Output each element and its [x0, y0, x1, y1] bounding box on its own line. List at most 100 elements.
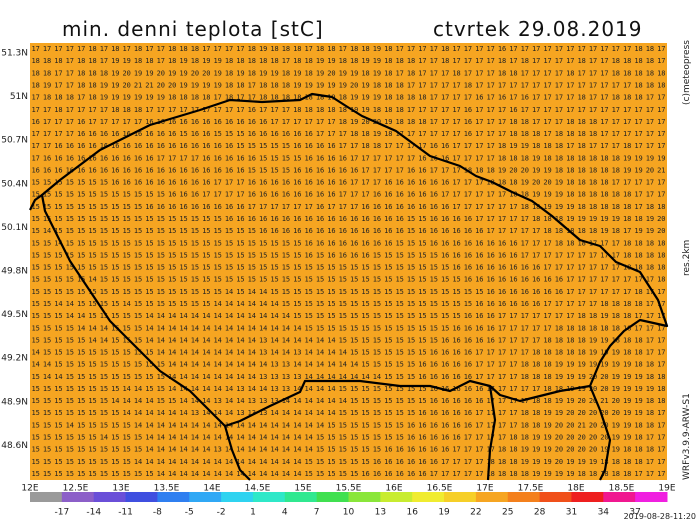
- grid-value: 18: [589, 179, 597, 187]
- grid-value: 15: [77, 203, 85, 211]
- grid-value: 17: [486, 421, 494, 429]
- grid-value: 16: [430, 361, 438, 369]
- grid-value: 18: [600, 203, 608, 211]
- grid-value: 18: [600, 154, 608, 162]
- grid-value: 14: [259, 288, 267, 296]
- grid-value: 17: [464, 446, 472, 454]
- grid-value: 16: [464, 349, 472, 357]
- grid-value: 19: [350, 94, 358, 102]
- map-title: min. denni teplota [stC]: [62, 17, 324, 41]
- grid-value: 17: [316, 118, 324, 126]
- grid-value: 15: [213, 215, 221, 223]
- grid-value: 16: [77, 154, 85, 162]
- grid-value: 17: [646, 179, 654, 187]
- grid-value: 17: [464, 57, 472, 65]
- grid-value: 15: [134, 227, 142, 235]
- grid-value: 16: [475, 397, 483, 405]
- grid-value: 17: [77, 45, 85, 53]
- grid-value: 17: [66, 57, 74, 65]
- grid-value: 17: [577, 81, 585, 89]
- grid-value: 14: [122, 409, 130, 417]
- grid-value: 15: [384, 349, 392, 357]
- grid-value: 18: [441, 57, 449, 65]
- grid-value: 16: [509, 239, 517, 247]
- grid-value: 17: [145, 106, 153, 114]
- grid-value: 15: [225, 130, 233, 138]
- grid-value: 16: [441, 434, 449, 442]
- grid-value: 17: [430, 69, 438, 77]
- grid-value: 14: [202, 434, 210, 442]
- grid-value: 14: [88, 336, 96, 344]
- grid-value: 18: [634, 69, 642, 77]
- grid-value: 15: [213, 276, 221, 284]
- grid-value: 15: [122, 373, 130, 381]
- grid-value: 16: [407, 446, 415, 454]
- colorbar-segment: [348, 492, 381, 502]
- grid-value: 18: [293, 45, 301, 53]
- grid-value: 15: [316, 276, 324, 284]
- grid-value: 15: [384, 361, 392, 369]
- grid-value: 18: [543, 397, 551, 405]
- grid-value: 16: [543, 288, 551, 296]
- grid-value: 18: [589, 312, 597, 320]
- grid-value: 16: [475, 336, 483, 344]
- grid-value: 17: [498, 336, 506, 344]
- grid-value: 15: [464, 300, 472, 308]
- grid-value: 17: [498, 361, 506, 369]
- grid-value: 15: [293, 288, 301, 296]
- grid-value: 15: [157, 276, 165, 284]
- grid-value: 16: [168, 142, 176, 150]
- grid-value: 14: [259, 470, 267, 478]
- grid-value: 18: [589, 227, 597, 235]
- grid-value: 14: [100, 434, 108, 442]
- grid-value: 15: [122, 361, 130, 369]
- grid-value: 16: [122, 130, 130, 138]
- grid-value: 18: [31, 81, 39, 89]
- grid-value: 17: [475, 349, 483, 357]
- x-axis-label: 12.5E: [63, 484, 89, 494]
- grid-value: 15: [430, 312, 438, 320]
- grid-value: 14: [259, 324, 267, 332]
- grid-value: 17: [555, 118, 563, 126]
- grid-value: 17: [509, 227, 517, 235]
- grid-value: 15: [134, 324, 142, 332]
- grid-value: 18: [191, 57, 199, 65]
- grid-value: 15: [191, 251, 199, 259]
- grid-value: 16: [452, 336, 460, 344]
- grid-value: 17: [532, 69, 540, 77]
- grid-value: 17: [475, 45, 483, 53]
- grid-value: 15: [191, 215, 199, 223]
- grid-value: 19: [646, 215, 654, 223]
- grid-value: 16: [498, 251, 506, 259]
- grid-value: 18: [43, 94, 51, 102]
- grid-value: 17: [646, 276, 654, 284]
- grid-value: 17: [31, 45, 39, 53]
- grid-value: 15: [122, 434, 130, 442]
- colorbar-segment: [157, 492, 190, 502]
- grid-value: 16: [304, 227, 312, 235]
- grid-value: 17: [634, 276, 642, 284]
- grid-value: 19: [555, 409, 563, 417]
- grid-value: 16: [339, 215, 347, 223]
- grid-value: 18: [509, 191, 517, 199]
- grid-value: 16: [304, 130, 312, 138]
- grid-value: 17: [452, 45, 460, 53]
- grid-value: 17: [452, 106, 460, 114]
- grid-value: 17: [623, 179, 631, 187]
- grid-value: 15: [179, 227, 187, 235]
- grid-value: 16: [486, 324, 494, 332]
- grid-value: 15: [270, 142, 278, 150]
- grid-value: 15: [157, 373, 165, 381]
- grid-value: 17: [191, 154, 199, 162]
- grid-value: 19: [145, 94, 153, 102]
- grid-value: 16: [191, 166, 199, 174]
- grid-value: 15: [407, 385, 415, 393]
- grid-value: 15: [100, 361, 108, 369]
- grid-value: 14: [191, 324, 199, 332]
- grid-value: 14: [225, 336, 233, 344]
- grid-value: 17: [521, 227, 529, 235]
- grid-value: 15: [122, 251, 130, 259]
- grid-value: 18: [577, 166, 585, 174]
- grid-value: 17: [521, 69, 529, 77]
- grid-value: 17: [66, 118, 74, 126]
